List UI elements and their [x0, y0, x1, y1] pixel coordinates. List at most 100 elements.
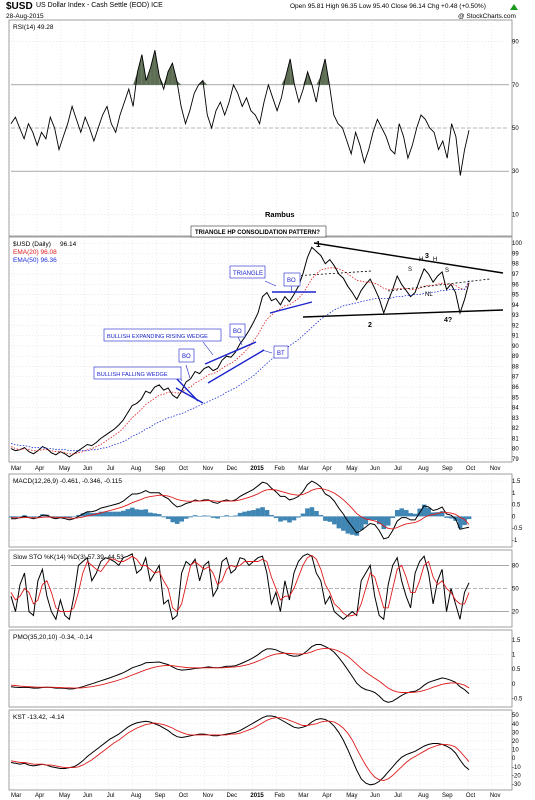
- y-tick-label: 0.5: [512, 503, 521, 509]
- macd-histogram-bar: [439, 511, 445, 517]
- kst-month-label: Sep: [155, 793, 166, 799]
- macd-histogram-bar: [394, 510, 400, 517]
- y-tick-label: 10: [512, 212, 519, 218]
- kst-month-label: Aug: [418, 793, 429, 799]
- y-tick-label: 30: [512, 169, 519, 175]
- rambus-label: Rambus: [265, 210, 295, 219]
- y-tick-label: 90: [512, 344, 519, 350]
- macd-histogram-bar: [174, 516, 180, 524]
- price-series-2: [10, 280, 470, 452]
- price-month-label: Jun: [370, 466, 380, 472]
- rsi-fill-segment: [168, 63, 173, 85]
- macd-histogram-bar: [448, 516, 454, 519]
- y-tick-label: 50: [512, 713, 519, 719]
- macd-histogram-bar: [161, 516, 167, 518]
- arrow-bo-wedge: [237, 336, 243, 346]
- macd-histogram-bar: [58, 516, 63, 517]
- price-month-label: Sep: [155, 466, 166, 472]
- pmo-series-1: [10, 647, 470, 693]
- macd-histogram-bar: [188, 516, 194, 518]
- arrow-triangle-label: [264, 280, 277, 287]
- macd-histogram-bar: [179, 516, 185, 522]
- macd-histogram-bar: [242, 511, 247, 517]
- y-tick-label: 20: [512, 610, 519, 616]
- falling-wedge-label: BULLISH FALLING WEDGE: [97, 372, 168, 378]
- kst-month-label: Nov: [490, 793, 501, 799]
- arrow-bo-falling: [185, 364, 191, 379]
- neckline-label: NL: [425, 292, 433, 298]
- kst-month-label: Aug: [131, 793, 142, 799]
- macd-histogram-bar: [318, 514, 324, 517]
- y-tick-label: -30: [512, 782, 521, 788]
- kst-month-label: Feb: [274, 793, 285, 799]
- macd-histogram-bar: [282, 516, 288, 521]
- macd-histogram-bar: [359, 516, 364, 531]
- macd-histogram-bar: [332, 516, 337, 525]
- macd-histogram-bar: [210, 516, 216, 518]
- y-tick-label: 93: [512, 313, 519, 319]
- macd-histogram-bar: [94, 512, 99, 517]
- ohlc-readout: Open 95.81 High 96.35 Low 95.40 Close 96…: [290, 3, 486, 10]
- y-tick-label: 1.5: [512, 479, 521, 485]
- point-2-label: 2: [368, 322, 372, 329]
- arrow-bt: [261, 349, 273, 354]
- y-tick-label: 40: [512, 722, 519, 728]
- y-tick-label: 97: [512, 272, 519, 278]
- macd-histogram-bar: [390, 516, 396, 519]
- kst-month-label: Mar: [298, 793, 308, 799]
- macd-histogram-bar: [130, 507, 135, 517]
- triangle-lower-trendline: [302, 309, 504, 318]
- macd-histogram-bar: [314, 510, 319, 517]
- y-tick-label: 100: [512, 241, 523, 247]
- y-tick-label: 80: [512, 447, 519, 453]
- rising-wedge-lower-line: [207, 349, 265, 384]
- pattern-title-label: TRIANGLE HP CONSOLIDATION PATTERN?: [195, 230, 320, 236]
- y-tick-label: 0.5: [512, 667, 521, 673]
- y-tick-label: 1: [512, 653, 516, 659]
- head-right-label: H: [433, 257, 437, 263]
- y-tick-label: 91: [512, 334, 519, 340]
- shoulder-left-label: S: [408, 267, 412, 273]
- y-tick-label: 85: [512, 395, 519, 401]
- macd-histogram-bar: [98, 511, 104, 517]
- kst-title: KST -13.42, -4.14: [13, 714, 65, 721]
- y-tick-label: 86: [512, 385, 519, 391]
- macd-histogram-bar: [300, 513, 306, 517]
- macd-histogram-bar: [134, 509, 140, 517]
- macd-histogram-bar: [35, 516, 41, 517]
- macd-histogram-bar: [350, 516, 355, 535]
- price-legend-close: 96.14: [60, 241, 77, 248]
- hs-neckline: [387, 278, 491, 292]
- y-tick-label: 80: [512, 563, 519, 569]
- price-month-label: Sep: [442, 466, 453, 472]
- macd-histogram-bar: [8, 516, 14, 518]
- kst-month-label: Jul: [107, 793, 115, 799]
- annotation-texts: TRIANGLE HP CONSOLIDATION PATTERN? Rambu…: [97, 210, 452, 378]
- kst-series-1: [10, 717, 470, 781]
- macd-histogram-bar: [170, 516, 176, 523]
- arrow-rising-wedge: [202, 341, 214, 356]
- price-month-label: Oct: [466, 466, 476, 472]
- macd-histogram-bar: [228, 516, 234, 517]
- macd-histogram-bar: [376, 516, 382, 525]
- y-tick-label: 92: [512, 323, 519, 329]
- y-tick-label: 0: [512, 756, 516, 762]
- series-lines: [10, 50, 470, 786]
- macd-histogram-bar: [165, 516, 171, 519]
- macd-histogram-bar: [121, 510, 126, 517]
- macd-histogram-bar: [341, 516, 346, 531]
- price-month-label: May: [346, 466, 357, 472]
- macd-histogram-bar: [385, 516, 391, 526]
- y-tick-label: 1: [512, 491, 516, 497]
- sto-title: Slow STO %K(14) %D(3) 57.39, 44.53: [13, 554, 124, 561]
- macd-histogram-bar: [336, 516, 342, 529]
- chart-date: 28-Aug-2015: [6, 13, 44, 20]
- price-month-label: Apr: [322, 466, 331, 472]
- rsi-fill-segment: [137, 54, 142, 85]
- macd-histogram-bar: [85, 512, 90, 517]
- y-tick-label: 90: [512, 40, 519, 46]
- rsi-title: RSI(14) 49.28: [13, 24, 54, 31]
- y-tick-label: 96: [512, 282, 519, 288]
- macd-histogram-bar: [139, 509, 144, 517]
- macd-histogram-bar: [296, 516, 301, 518]
